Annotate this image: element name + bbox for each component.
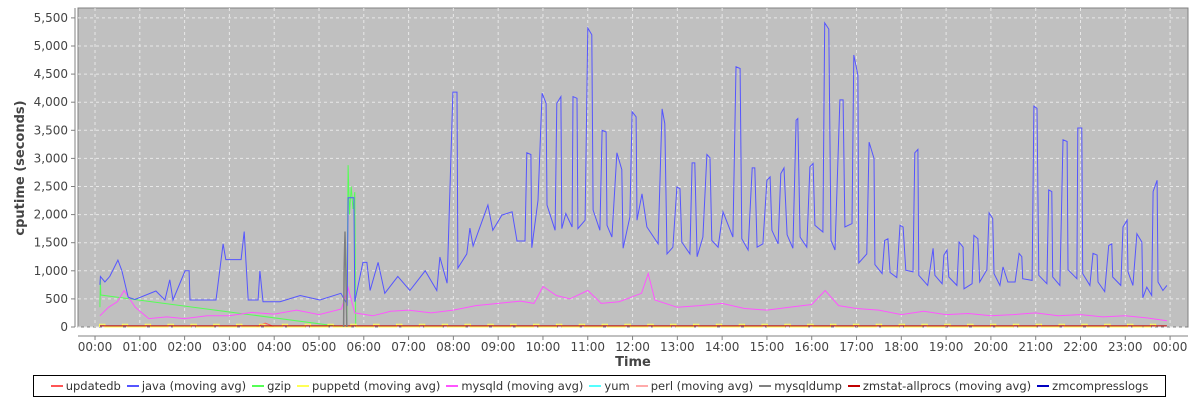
legend-item-updatedb: updatedb [50, 379, 121, 393]
x-tick-label: 07:00 [391, 340, 426, 354]
x-tick-label: 01:00 [123, 340, 158, 354]
x-tick-label: 22:00 [1063, 340, 1098, 354]
legend-item-java-moving-avg: java (moving avg) [126, 379, 247, 393]
legend-item-gzip: gzip [252, 379, 291, 393]
x-tick-label: 04:00 [257, 340, 292, 354]
legend-item-yum: yum [589, 379, 630, 393]
series-line-mysqldump [342, 231, 348, 328]
x-tick-label: 16:00 [794, 340, 829, 354]
legend-swatch [847, 385, 860, 387]
x-tick-label: 11:00 [570, 340, 605, 354]
legend-swatch [589, 385, 602, 387]
y-tick-label: 500 [45, 292, 68, 306]
legend-item-mysqld-moving-avg: mysqld (moving avg) [446, 379, 583, 393]
legend-swatch [297, 385, 310, 387]
x-tick-label: 15:00 [750, 340, 785, 354]
x-tick-label: 21:00 [1018, 340, 1053, 354]
legend: updatedb java (moving avg) gzip puppetd (mo… [33, 375, 1166, 397]
x-tick-label: 20:00 [974, 340, 1009, 354]
y-tick-label: 2,500 [34, 179, 68, 193]
y-tick-label: 4,000 [34, 95, 68, 109]
x-tick-label: 00:00 [78, 340, 113, 354]
y-axis-label: cputime (seconds) [13, 100, 28, 235]
y-tick-label: 5,500 [34, 11, 68, 25]
x-tick-label: 13:00 [660, 340, 695, 354]
x-tick-label: 18:00 [884, 340, 919, 354]
x-tick-label: 23:00 [1108, 340, 1143, 354]
legend-label: zmcompresslogs [1052, 379, 1149, 393]
x-tick-label: 19:00 [929, 340, 964, 354]
x-tick-label: 06:00 [346, 340, 381, 354]
series-line-mysqld-moving-avg [99, 271, 1167, 322]
legend-label: zmstat-allprocs (moving avg) [862, 379, 1032, 393]
legend-item-mysqldump: mysqldump [759, 379, 842, 393]
legend-item-perl-moving-avg: perl (moving avg) [635, 379, 754, 393]
legend-swatch [446, 385, 459, 387]
legend-label: yum [604, 379, 630, 393]
series-line-java-moving-avg [99, 21, 1168, 307]
y-tick-label: 0 [60, 320, 68, 334]
legend-swatch [252, 385, 265, 387]
x-tick-label: 17:00 [839, 340, 874, 354]
legend-swatch [759, 385, 772, 387]
legend-item-zmstat-allprocs-moving-avg: zmstat-allprocs (moving avg) [847, 379, 1032, 393]
legend-label: updatedb [65, 379, 121, 393]
legend-label: perl (moving avg) [650, 379, 754, 393]
legend-label: mysqldump [774, 379, 842, 393]
y-tick-label: 1,000 [34, 264, 68, 278]
legend-item-puppetd-moving-avg: puppetd (moving avg) [297, 379, 440, 393]
y-tick-label: 4,500 [34, 67, 68, 81]
x-tick-label: 14:00 [705, 340, 740, 354]
x-ticks: 00:00 01:00 02:00 03:00 04:00 05:00 06:00 07:00… [78, 336, 1188, 354]
x-tick-label: 12:00 [615, 340, 650, 354]
y-tick-label: 3,500 [34, 123, 68, 137]
legend-swatch [635, 385, 648, 387]
y-tick-label: 5,000 [34, 39, 68, 53]
y-tick-label: 2,000 [34, 208, 68, 222]
series-line-puppetd-moving-avg [99, 323, 1157, 328]
x-tick-label: 09:00 [481, 340, 516, 354]
legend-swatch [50, 385, 63, 387]
x-tick-label: 00:00 [1153, 340, 1188, 354]
x-tick-label: 02:00 [167, 340, 202, 354]
legend-label: java (moving avg) [141, 379, 247, 393]
x-tick-label: 03:00 [212, 340, 247, 354]
y-ticks: 0 500 1,000 1,500 2,000 2,500 3,000 3,500 4,000 4… [34, 11, 75, 334]
x-tick-label: 08:00 [436, 340, 471, 354]
legend-swatch [126, 385, 139, 387]
x-axis-label: Time [615, 355, 651, 370]
x-tick-label: 05:00 [302, 340, 337, 354]
legend-item-zmcompresslogs: zmcompresslogs [1037, 379, 1148, 393]
y-tick-label: 1,500 [34, 236, 68, 250]
legend-label: gzip [267, 379, 292, 393]
y-tick-label: 3,000 [34, 151, 68, 165]
legend-label: mysqld (moving avg) [461, 379, 584, 393]
legend-label: puppetd (moving avg) [312, 379, 441, 393]
series-layer [99, 21, 1168, 328]
legend-swatch [1037, 385, 1050, 387]
x-tick-label: 10:00 [526, 340, 561, 354]
